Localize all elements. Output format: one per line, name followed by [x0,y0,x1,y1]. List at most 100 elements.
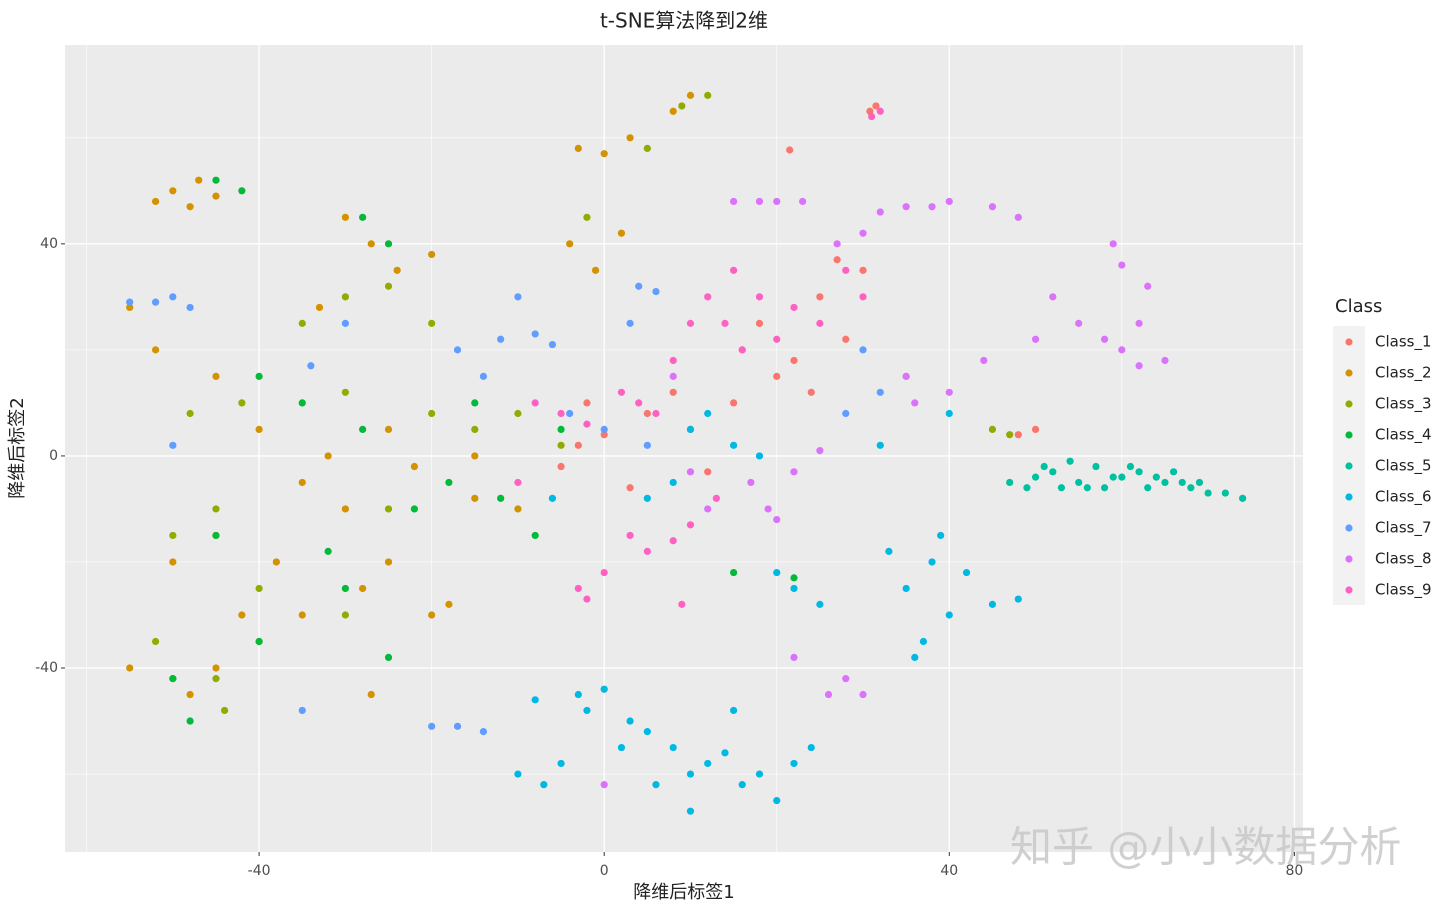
point [626,319,634,327]
point [583,595,591,603]
point [885,547,893,555]
point [842,675,850,683]
point [341,505,349,513]
point [548,340,557,349]
point [169,187,177,195]
point [1014,213,1022,221]
point [212,176,220,184]
point [531,330,539,338]
point [1100,484,1109,492]
point [635,282,643,290]
point [341,388,349,396]
point [738,346,746,354]
point [1049,468,1057,476]
point [428,319,436,327]
point [359,425,367,434]
point [902,203,910,211]
legend-key [1345,493,1353,501]
y-axis-label: 降维后标签2 [7,397,28,498]
point [169,675,177,683]
point [583,420,591,428]
point [341,584,349,593]
point [945,197,953,206]
point [186,203,194,211]
point [626,484,634,492]
point [195,176,203,184]
point [212,531,220,540]
point [945,409,953,418]
x-tick-label: -40 [248,863,271,879]
point [557,462,565,471]
x-tick-label: 0 [600,863,609,879]
point [617,388,626,396]
point [859,346,867,354]
point [1144,484,1152,492]
legend-label: Class_6 [1375,488,1432,507]
point [471,452,479,460]
point [686,319,695,327]
point [824,690,833,699]
point [1006,478,1014,487]
point [1178,478,1186,487]
point [712,494,720,502]
point [730,266,738,274]
point [600,781,608,789]
point [384,653,393,662]
point [1161,356,1169,365]
point [652,781,660,789]
point [1031,473,1040,481]
point [902,584,910,593]
point [635,399,643,407]
point [151,298,160,306]
point [453,722,462,730]
legend-key [1345,369,1353,377]
point [807,743,815,752]
point [962,568,971,577]
point [1014,595,1022,603]
point [833,240,841,248]
legend-label: Class_5 [1375,457,1432,476]
point [1109,473,1117,481]
point [186,717,194,725]
point [928,558,936,566]
point [790,468,798,476]
point [945,388,953,396]
point [1239,494,1247,502]
point [324,452,332,460]
point [600,431,608,439]
point [721,749,729,757]
point [773,515,781,524]
point [678,102,686,110]
point [1100,335,1109,343]
point [445,478,453,487]
point [471,494,479,502]
y-tick-label: 0 [49,448,58,464]
point [393,266,401,274]
point [1169,468,1178,476]
point [557,425,565,434]
point [514,478,522,487]
point [755,770,764,778]
point [367,690,375,699]
point [514,409,522,418]
point [479,728,488,736]
point [548,494,557,502]
point [1221,489,1229,497]
point [1075,478,1083,487]
point [842,409,850,418]
point [988,600,997,608]
point [730,706,738,715]
point [255,637,263,646]
legend-label: Class_2 [1375,364,1432,383]
point [859,266,867,274]
point [428,409,436,418]
point [842,266,850,274]
y-tick-label: 40 [40,236,58,252]
point [600,425,608,434]
point [755,293,764,301]
point [341,213,349,221]
point [169,558,177,566]
point [298,611,306,619]
point [255,372,263,380]
point [945,611,953,619]
